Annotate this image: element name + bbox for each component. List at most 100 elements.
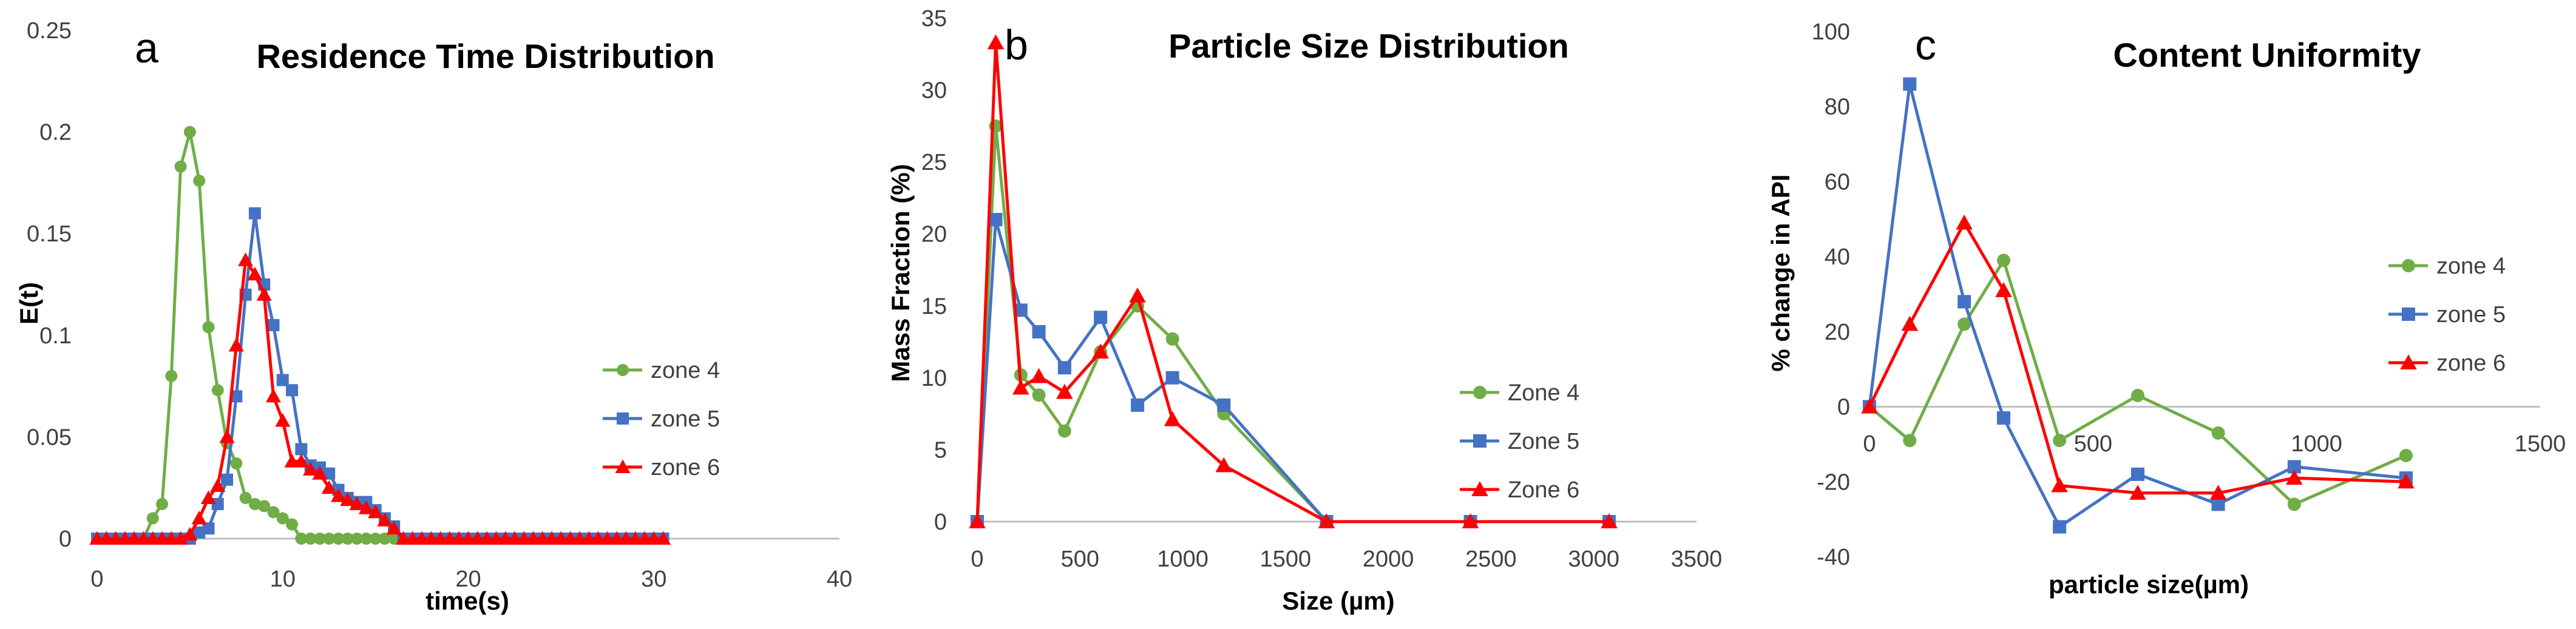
series-group <box>969 34 1618 528</box>
data-point <box>276 374 289 386</box>
legend-marker <box>617 412 629 425</box>
data-point <box>295 533 308 545</box>
data-point <box>1861 398 1878 414</box>
y-tick-label: 20 <box>1825 320 1850 345</box>
y-tick-label: 10 <box>921 366 947 391</box>
y-tick-label: 80 <box>1825 95 1850 120</box>
data-point <box>358 500 374 514</box>
data-point <box>193 526 206 539</box>
data-point <box>1057 361 1071 375</box>
data-point <box>230 457 243 469</box>
y-tick-label: 0.2 <box>39 120 72 146</box>
data-point <box>656 531 671 545</box>
data-point <box>286 384 299 397</box>
legend-label: zone 4 <box>651 358 720 383</box>
data-point <box>323 533 336 545</box>
x-tick-label: 1500 <box>2515 431 2566 457</box>
y-tick-label: -40 <box>1817 545 1850 570</box>
data-point <box>2211 497 2225 511</box>
x-tick-label: 2500 <box>1465 547 1517 572</box>
data-point <box>193 175 206 187</box>
x-tick-label: 10 <box>270 567 296 592</box>
panel-letter-b: b <box>1005 21 1028 69</box>
data-point <box>293 454 309 468</box>
data-point <box>1012 379 1029 395</box>
data-point <box>247 266 263 281</box>
data-point <box>1131 398 1145 412</box>
legend-marker <box>1471 481 1488 496</box>
x-tick-label: 1500 <box>1260 547 1312 572</box>
legend-entry: Zone 5 <box>1460 429 1579 454</box>
data-point <box>1903 77 1917 91</box>
chart-panel-b: b Particle Size Distribution Size (µm) M… <box>886 6 1722 615</box>
data-point <box>369 533 382 545</box>
data-point <box>303 462 319 476</box>
y-tick-label: 15 <box>921 294 947 319</box>
x-axis-label: time(s) <box>425 587 509 615</box>
legend-entry: zone 5 <box>603 406 720 432</box>
series-line-zone-5 <box>975 218 1610 523</box>
series-line-zone-6 <box>975 41 1610 523</box>
data-point <box>1164 411 1181 426</box>
y-tick-label: 100 <box>1812 19 1850 45</box>
x-axis-label: Size (µm) <box>1282 587 1394 615</box>
data-point <box>1601 513 1618 528</box>
data-point <box>200 490 216 504</box>
x-tick-label: 1000 <box>2291 431 2342 457</box>
data-point <box>265 388 281 403</box>
legend: Zone 4 Zone 5 Zone 6 <box>1460 380 1579 503</box>
axis-ticks: 0 500 1000 1500 -40 -20 0 20 40 60 80 100 <box>1812 19 2566 570</box>
data-point <box>304 533 317 545</box>
data-point <box>323 467 336 480</box>
data-point <box>275 413 291 427</box>
series-line-zone-4 <box>97 130 663 540</box>
data-point <box>368 504 384 519</box>
legend-marker <box>2402 259 2415 272</box>
y-axis-label: E(t) <box>15 282 43 325</box>
legend-marker <box>1473 434 1486 448</box>
series-group <box>1861 77 2415 534</box>
series-line-zone-5 <box>1868 82 2407 528</box>
data-point <box>2287 460 2301 474</box>
data-point <box>1032 325 1046 338</box>
legend-label: zone 6 <box>651 455 720 480</box>
legend-marker <box>617 364 629 376</box>
data-point <box>1032 388 1046 402</box>
series-line-zone-4 <box>975 124 1610 523</box>
x-tick-label: 0 <box>90 567 103 592</box>
data-point <box>276 512 289 525</box>
data-point <box>360 533 373 545</box>
legend-marker <box>615 459 631 473</box>
data-point <box>989 213 1003 226</box>
data-point <box>210 478 226 492</box>
data-point <box>238 252 254 266</box>
data-point <box>211 498 224 511</box>
axis-ticks: 0 10 20 30 40 0 0.05 0.1 0.15 0.2 0.25 <box>27 18 852 592</box>
series-line-zone-5 <box>97 212 663 540</box>
legend-entry: zone 4 <box>2388 254 2506 279</box>
data-point <box>1217 398 1231 412</box>
y-tick-label: 35 <box>921 6 947 32</box>
legend-marker <box>2400 354 2417 369</box>
data-point <box>2286 469 2303 485</box>
data-point <box>1957 317 1971 331</box>
data-point <box>1318 513 1335 528</box>
data-point <box>2131 467 2144 481</box>
y-tick-label: 60 <box>1825 169 1850 195</box>
x-tick-label: 2000 <box>1363 547 1414 572</box>
data-point <box>1014 303 1028 317</box>
y-tick-label: 0 <box>59 526 72 552</box>
data-point <box>1995 282 2012 297</box>
data-point <box>256 287 272 301</box>
data-point <box>2399 448 2413 462</box>
legend-label: Zone 6 <box>1508 477 1579 503</box>
data-point <box>378 533 391 545</box>
data-point <box>1129 287 1146 303</box>
y-tick-label: 30 <box>921 78 947 104</box>
legend-entry: zone 6 <box>603 455 720 480</box>
data-point <box>321 480 337 494</box>
y-tick-label: 0.25 <box>27 18 72 44</box>
x-tick-label: 3500 <box>1671 547 1723 572</box>
data-point <box>2129 485 2146 500</box>
data-point <box>2051 477 2068 493</box>
